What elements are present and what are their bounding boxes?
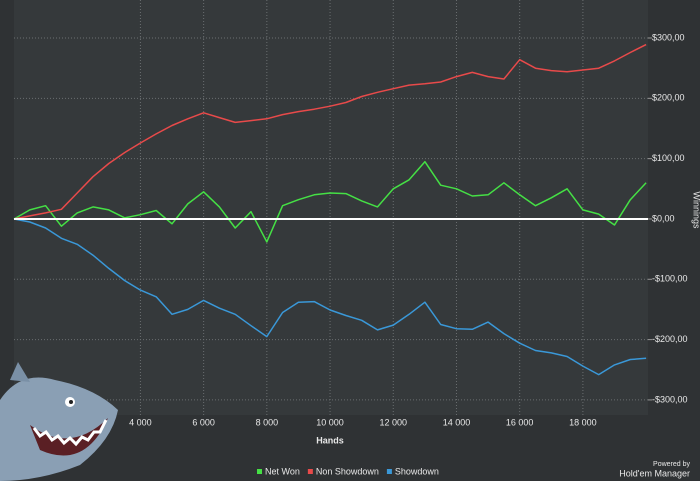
x-tick-label: 8 000 [256,417,279,427]
x-tick-label: 6 000 [192,417,215,427]
y-tick-label: -$300,00 [652,394,688,404]
shark-body [0,377,118,481]
y-tick-label: $100,00 [652,153,685,163]
series-line [13,218,647,376]
y-tick-label: $200,00 [652,93,685,103]
legend-label: Net Won [265,466,300,476]
legend-swatch [307,469,313,474]
series-line [13,160,647,243]
shark-pupil [69,400,73,404]
y-tick-label: -$100,00 [652,274,688,284]
legend-label: Showdown [395,466,439,476]
x-axis-title: Hands [316,435,344,445]
x-tick-label: 14 000 [443,417,471,427]
legend-swatch [257,469,262,474]
x-tick-label: 18 000 [569,417,597,427]
legend-swatch [386,469,392,474]
y-axis-title: Winnings [692,191,700,229]
y-tick-label: $0,00 [652,213,675,223]
y-tick-label: -$200,00 [652,334,688,344]
shark [0,362,118,481]
y-tick-label: $300,00 [652,32,685,42]
shark-mouth [30,418,108,456]
brand-name: Hold'em Manager [619,468,690,478]
x-tick-label: 4 000 [129,417,152,427]
shark-teeth [32,419,108,447]
series-line [13,43,647,220]
x-tick-label: 12 000 [379,417,407,427]
x-tick-label: 10 000 [316,417,344,427]
legend-label: Non Showdown [316,466,379,476]
x-tick-label: 16 000 [506,417,534,427]
powered-by: Powered by [653,461,690,468]
shark-fin [10,362,30,382]
